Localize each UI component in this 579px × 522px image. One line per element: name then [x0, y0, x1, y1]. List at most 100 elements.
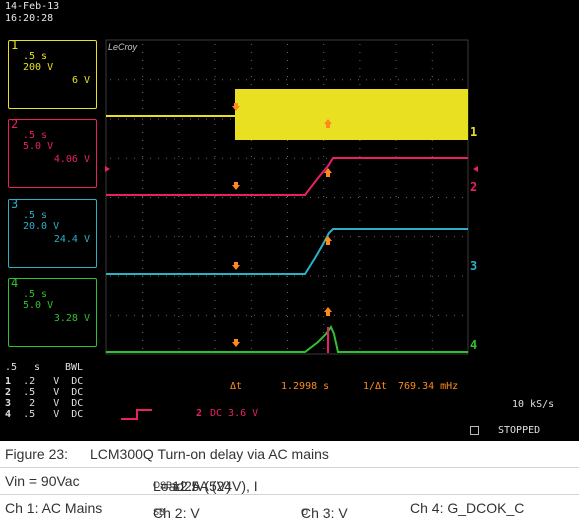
- grid-dot: [206, 79, 207, 81]
- grid-dot: [359, 76, 361, 77]
- grid-dot: [142, 100, 144, 101]
- grid-dot: [190, 314, 191, 316]
- grid-dot: [214, 172, 216, 173]
- grid-dot: [142, 324, 144, 325]
- grid-dot: [142, 276, 144, 277]
- grid-dot: [118, 314, 119, 316]
- grid-dot: [462, 314, 463, 316]
- channel-3-box[interactable]: 3 .5 s 20.0 V 24.4 V: [8, 197, 97, 268]
- grid-dot: [359, 308, 361, 309]
- grid-dot: [198, 157, 199, 159]
- grid-dot: [174, 197, 175, 198]
- grid-dot: [166, 314, 167, 316]
- grid-dot: [446, 275, 447, 277]
- grid-dot: [250, 228, 252, 229]
- grid-dot: [431, 156, 433, 157]
- grid-dot: [214, 108, 216, 109]
- grid-dot: [222, 118, 223, 120]
- ch1-trace-ac-burst: [235, 89, 468, 140]
- grid-dot: [286, 157, 287, 159]
- grid-dot: [431, 180, 433, 181]
- grid-dot: [431, 188, 433, 189]
- grid-dot: [318, 236, 319, 238]
- channel-2-value: 4.06 V: [53, 154, 90, 165]
- channel-1-box[interactable]: 1 .5 s 200 V 6 V: [8, 38, 97, 109]
- grid-dot: [287, 180, 288, 181]
- grid-dot: [422, 79, 423, 81]
- grid-dot: [382, 79, 383, 81]
- grid-dot: [214, 180, 216, 181]
- grid-dot: [178, 284, 180, 285]
- grid-dot: [182, 275, 183, 277]
- ch2-right-label: 2: [470, 180, 478, 194]
- grid-dot: [142, 268, 144, 269]
- grid-dot: [178, 228, 180, 229]
- trigger-channel: 2: [196, 408, 203, 419]
- grid-dot: [395, 348, 397, 349]
- grid-dot: [150, 275, 151, 277]
- grid-dot: [250, 316, 252, 317]
- grid-dot: [359, 348, 361, 349]
- grid-dot: [287, 204, 288, 205]
- grid-dot: [454, 314, 455, 316]
- grid-dot: [254, 79, 255, 81]
- grid-dot: [214, 324, 216, 325]
- grid-dot: [431, 196, 433, 197]
- grid-dot: [323, 188, 325, 189]
- grid-dot: [142, 180, 144, 181]
- grid-dot: [178, 308, 180, 309]
- grid-dot: [294, 79, 295, 81]
- grid-dot: [286, 236, 287, 238]
- grid-dot: [230, 157, 231, 159]
- grid-dot: [214, 316, 216, 317]
- grid-dot: [342, 79, 343, 81]
- grid-dot: [431, 76, 433, 77]
- grid-dot: [262, 275, 263, 277]
- ch3-trace: [106, 228, 468, 275]
- grid-dot: [359, 172, 361, 173]
- grid-dot: [238, 79, 239, 81]
- grid-dot: [110, 157, 111, 159]
- grid-dot: [395, 212, 397, 213]
- ch2-description: Ch 2: V SB: [153, 505, 200, 521]
- grid-dot: [414, 197, 415, 198]
- grid-dot: [431, 268, 433, 269]
- grid-dot: [310, 79, 311, 81]
- grid-dot: [250, 332, 252, 333]
- grid-dot: [230, 118, 231, 120]
- grid-dot: [395, 68, 397, 69]
- grid-dot: [262, 314, 263, 316]
- grid-dot: [250, 204, 252, 205]
- grid-dot: [358, 275, 359, 277]
- grid-dot: [134, 118, 135, 120]
- channel-4-box[interactable]: 4 .5 s 5.0 V 3.28 V: [8, 276, 97, 347]
- grid-dot: [250, 308, 252, 309]
- grid-dot: [166, 157, 167, 159]
- grid-dot: [250, 268, 252, 269]
- grid-dot: [287, 332, 288, 333]
- grid-dot: [323, 276, 325, 277]
- grid-dot: [350, 275, 351, 277]
- grid-dot: [431, 324, 433, 325]
- grid-dot: [398, 314, 399, 316]
- grid-dot: [382, 314, 383, 316]
- grid-dot: [438, 197, 439, 198]
- grid-dot: [150, 157, 151, 159]
- grid-dot: [431, 172, 433, 173]
- grid-dot: [126, 275, 127, 277]
- grid-dot: [178, 244, 180, 245]
- grid-dot: [238, 236, 239, 238]
- grid-dot: [206, 275, 207, 277]
- cursor-markers[interactable]: [232, 103, 332, 347]
- grid-dot: [178, 92, 180, 93]
- grid-dot: [166, 197, 167, 198]
- grid-dot: [395, 44, 397, 45]
- grid-dot: [414, 236, 415, 238]
- grid-dot: [395, 180, 397, 181]
- stop-icon[interactable]: [470, 426, 479, 435]
- grid-dot: [214, 157, 215, 159]
- brand-logo: LeCroy: [108, 42, 138, 52]
- channel-2-box[interactable]: 2 .5 s 5.0 V 4.06 V: [8, 117, 97, 188]
- grid-dot: [142, 284, 144, 285]
- delta-t-value: 1.2998 s: [281, 381, 330, 392]
